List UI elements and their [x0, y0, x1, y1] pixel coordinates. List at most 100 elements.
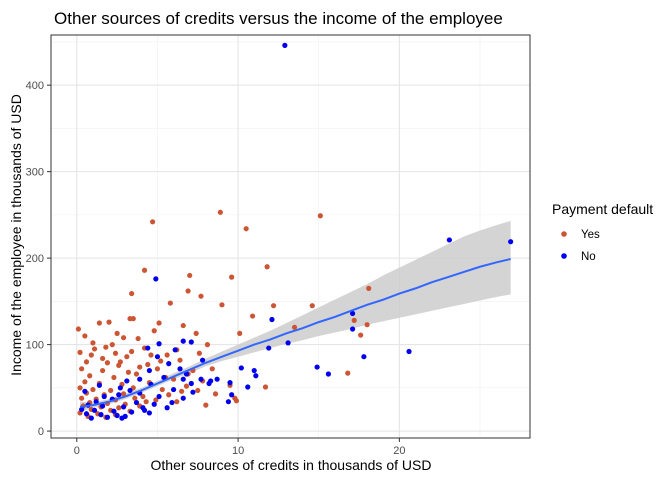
- point-no: [151, 401, 157, 407]
- point-no: [79, 406, 85, 413]
- point-no: [133, 399, 140, 406]
- y-tick-label: 0: [38, 426, 44, 438]
- y-tick-label: 400: [26, 80, 44, 92]
- point-no: [154, 354, 161, 360]
- point-yes: [83, 359, 90, 365]
- point-no: [119, 415, 125, 421]
- trend-layer: [79, 258, 511, 408]
- point-no: [188, 380, 194, 387]
- chart-title: Other sources of credits versus the inco…: [54, 9, 503, 28]
- point-yes: [90, 386, 96, 393]
- y-axis-ticks: 0 100 200 300 400: [26, 80, 51, 438]
- point-yes: [111, 374, 117, 381]
- point-no: [169, 399, 175, 406]
- point-yes: [270, 303, 277, 309]
- point-yes: [141, 267, 148, 273]
- point-no: [180, 338, 186, 344]
- point-yes: [135, 335, 141, 342]
- legend-key-yes: [561, 231, 567, 237]
- point-no: [141, 407, 148, 413]
- point-yes: [164, 352, 170, 358]
- point-no: [146, 410, 152, 416]
- point-no: [251, 367, 257, 374]
- point-no: [325, 371, 332, 377]
- point-no: [116, 392, 122, 398]
- point-no: [214, 376, 220, 382]
- point-no: [100, 403, 106, 409]
- point-no: [208, 378, 214, 384]
- point-no: [93, 399, 99, 405]
- point-yes: [140, 393, 146, 400]
- point-yes: [351, 317, 357, 323]
- point-yes: [100, 355, 106, 362]
- point-yes: [100, 367, 106, 374]
- x-tick-label: 20: [393, 445, 405, 457]
- point-yes: [309, 303, 315, 309]
- point-yes: [77, 349, 83, 355]
- x-tick-label: 0: [74, 445, 80, 457]
- point-yes: [106, 319, 112, 325]
- point-no: [266, 345, 272, 351]
- point-yes: [364, 322, 370, 328]
- point-yes: [114, 330, 120, 336]
- point-no: [180, 395, 186, 401]
- plot-area: [50, 34, 531, 439]
- point-no: [114, 412, 120, 419]
- legend-items: Yes No: [561, 229, 600, 263]
- point-yes: [345, 370, 351, 376]
- point-no: [406, 348, 412, 355]
- point-yes: [264, 264, 270, 270]
- legend-key-no: [561, 253, 567, 259]
- point-yes: [104, 360, 111, 366]
- point-yes: [366, 285, 372, 291]
- point-yes: [77, 385, 83, 391]
- point-yes: [112, 350, 119, 356]
- point-no: [156, 393, 162, 400]
- point-yes: [203, 402, 209, 408]
- point-no: [146, 367, 152, 374]
- point-yes: [180, 322, 186, 329]
- point-yes: [87, 373, 93, 379]
- confidence-band-layer: [80, 220, 511, 413]
- point-yes: [317, 213, 323, 219]
- point-no: [82, 388, 88, 394]
- legend: Payment default Yes No: [552, 201, 653, 263]
- point-no: [180, 376, 186, 382]
- point-yes: [145, 361, 151, 368]
- point-no: [145, 345, 151, 351]
- point-no: [446, 237, 452, 243]
- point-yes: [193, 330, 199, 336]
- point-yes: [88, 352, 94, 358]
- y-tick-label: 100: [26, 340, 44, 352]
- point-yes: [137, 364, 143, 370]
- point-no: [361, 354, 367, 360]
- point-yes: [154, 366, 161, 372]
- point-yes: [262, 384, 269, 390]
- point-yes: [179, 388, 185, 394]
- point-yes: [195, 387, 201, 394]
- point-yes: [116, 405, 122, 411]
- point-no: [96, 382, 102, 388]
- point-yes: [117, 359, 123, 365]
- point-yes: [167, 300, 173, 306]
- panel-background: [51, 35, 530, 438]
- point-no: [349, 326, 356, 332]
- point-no: [188, 339, 194, 345]
- trend-line: [79, 258, 511, 408]
- point-no: [253, 373, 259, 379]
- point-yes: [166, 392, 172, 398]
- point-no: [349, 310, 356, 317]
- point-yes: [183, 383, 190, 389]
- point-no: [153, 276, 159, 282]
- point-yes: [249, 313, 256, 319]
- legend-label-no: No: [581, 251, 596, 263]
- point-no: [314, 364, 320, 370]
- point-yes: [196, 350, 202, 356]
- point-yes: [124, 354, 130, 360]
- confidence-band: [80, 220, 511, 413]
- point-yes: [130, 316, 136, 322]
- point-no: [225, 399, 232, 405]
- point-yes: [125, 369, 132, 375]
- point-yes: [187, 272, 193, 279]
